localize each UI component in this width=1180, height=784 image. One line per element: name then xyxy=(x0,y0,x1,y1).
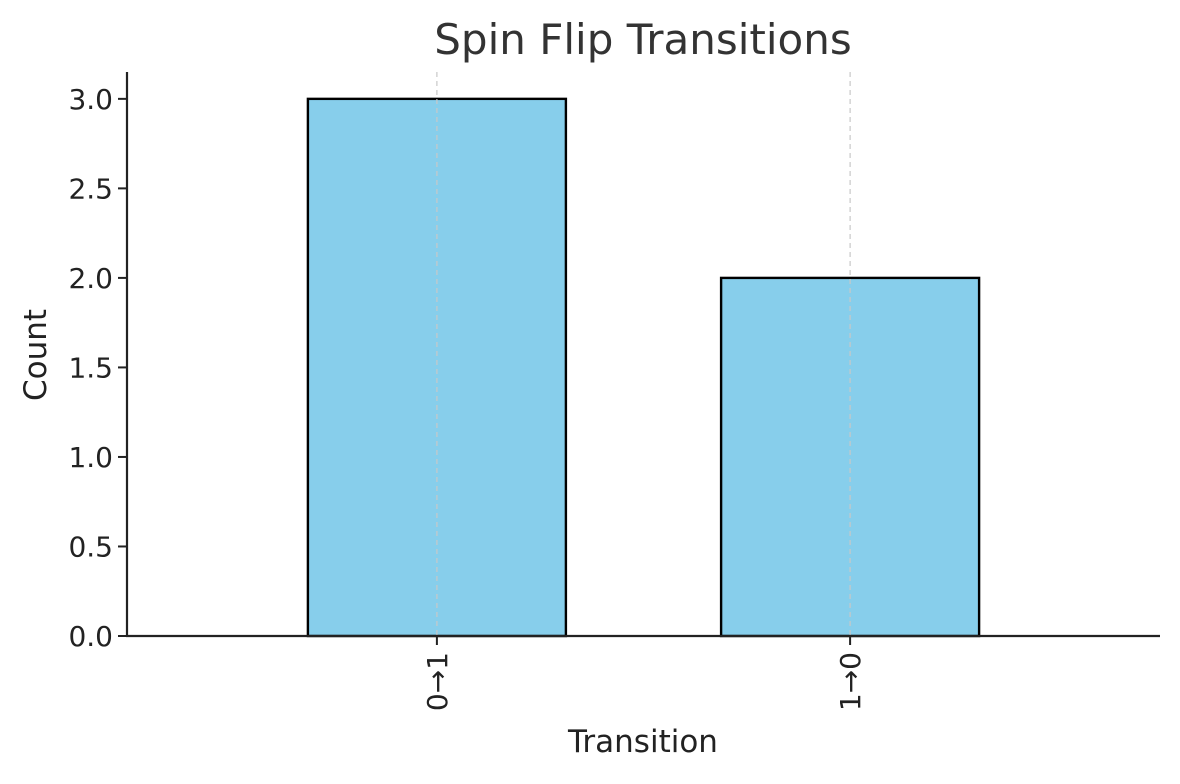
y-tick-label-5: 2.5 xyxy=(68,172,113,205)
y-tick-label-2: 1.0 xyxy=(68,441,113,474)
x-tick-label-1: 1→0 xyxy=(834,652,867,711)
bar-layer xyxy=(306,97,981,638)
bar-0 xyxy=(306,97,568,638)
axis-layer xyxy=(125,72,1160,638)
y-tick-label-3: 1.5 xyxy=(68,351,113,384)
x-axis-label: Transition xyxy=(567,724,718,760)
y-axis-label: Count xyxy=(18,309,54,401)
grid-layer xyxy=(436,72,851,636)
bar-1 xyxy=(719,276,981,638)
y-tick-label-6: 3.0 xyxy=(68,83,113,116)
tick-layer: 0.0 0.5 1.0 1.5 2.0 2.5 3.0 0→1 1→0 xyxy=(68,83,867,711)
chart-title: Spin Flip Transitions xyxy=(434,15,851,64)
y-tick-label-0: 0.0 xyxy=(68,620,113,653)
y-tick-label-1: 0.5 xyxy=(68,530,113,563)
y-tick-label-4: 2.0 xyxy=(68,262,113,295)
x-tick-label-0: 0→1 xyxy=(421,652,454,711)
